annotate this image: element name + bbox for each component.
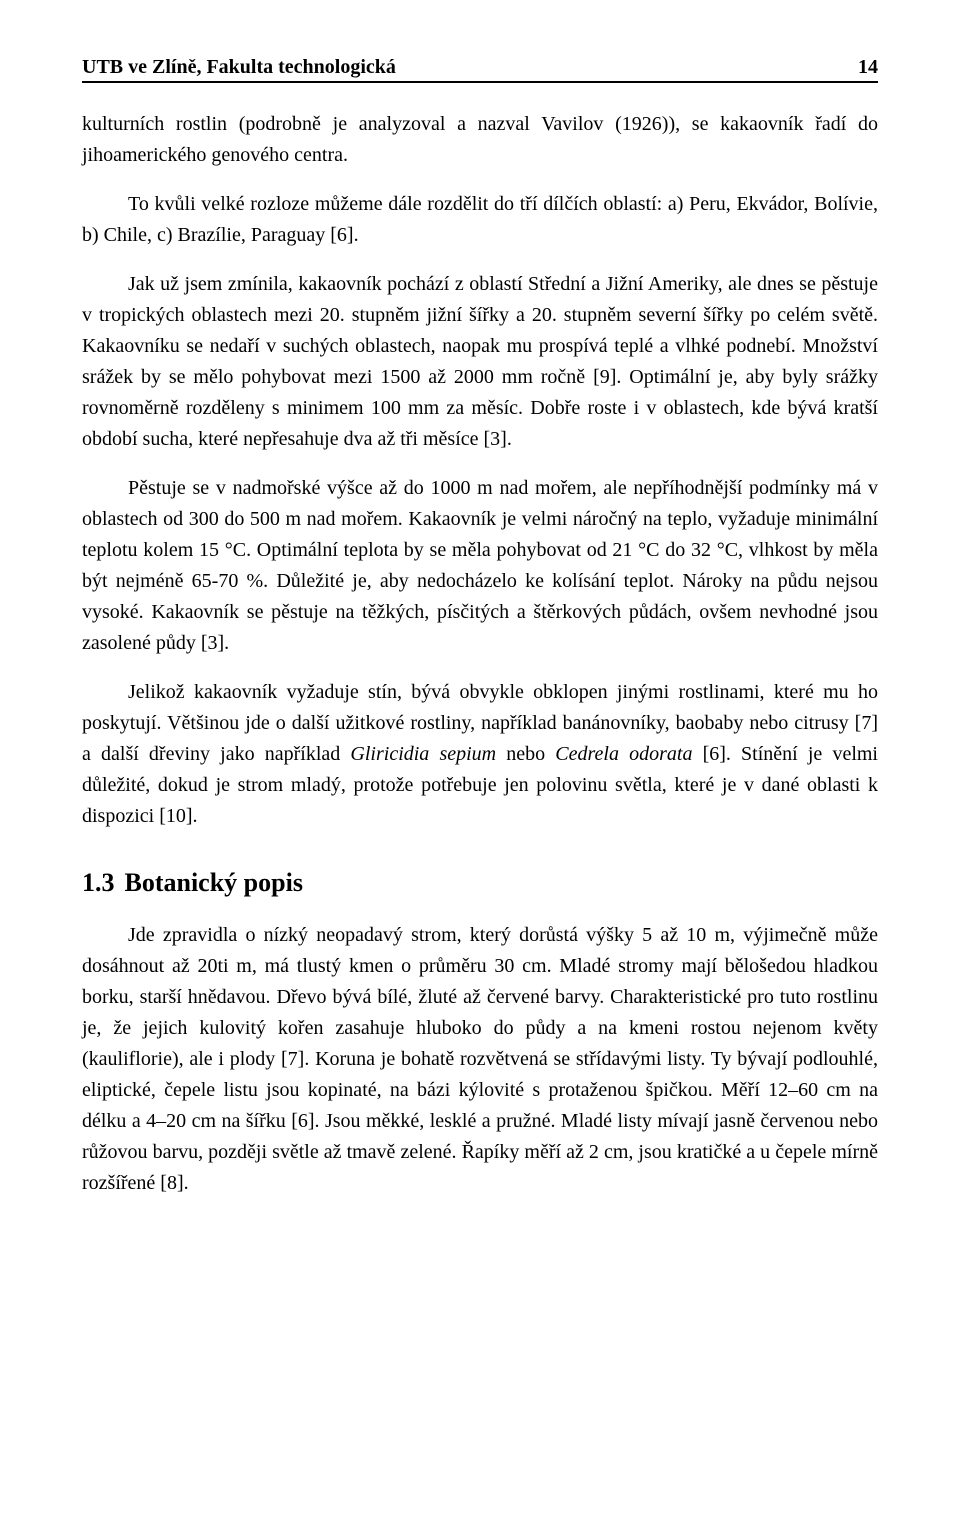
section-number: 1.3	[82, 868, 115, 898]
header-page-number: 14	[858, 56, 878, 79]
p5-text-mid: nebo	[496, 743, 555, 765]
page-header: UTB ve Zlíně, Fakulta technologická 14	[82, 56, 878, 79]
header-divider	[82, 81, 878, 83]
body-paragraph-5: Jelikož kakaovník vyžaduje stín, bývá ob…	[82, 677, 878, 832]
body-paragraph-6: Jde zpravidla o nízký neopadavý strom, k…	[82, 920, 878, 1199]
section-heading: 1.3 Botanický popis	[82, 868, 878, 898]
document-page: UTB ve Zlíně, Fakulta technologická 14 k…	[0, 0, 960, 1539]
p5-italic-2: Cedrela odorata	[555, 743, 692, 765]
header-institution: UTB ve Zlíně, Fakulta technologická	[82, 56, 396, 79]
section-title: Botanický popis	[125, 868, 303, 897]
p5-italic-1: Gliricidia sepium	[350, 743, 496, 765]
body-paragraph-2: To kvůli velké rozloze můžeme dále rozdě…	[82, 189, 878, 251]
body-paragraph-1: kulturních rostlin (podrobně je analyzov…	[82, 109, 878, 171]
body-paragraph-3: Jak už jsem zmínila, kakaovník pochází z…	[82, 269, 878, 455]
body-paragraph-4: Pěstuje se v nadmořské výšce až do 1000 …	[82, 473, 878, 659]
